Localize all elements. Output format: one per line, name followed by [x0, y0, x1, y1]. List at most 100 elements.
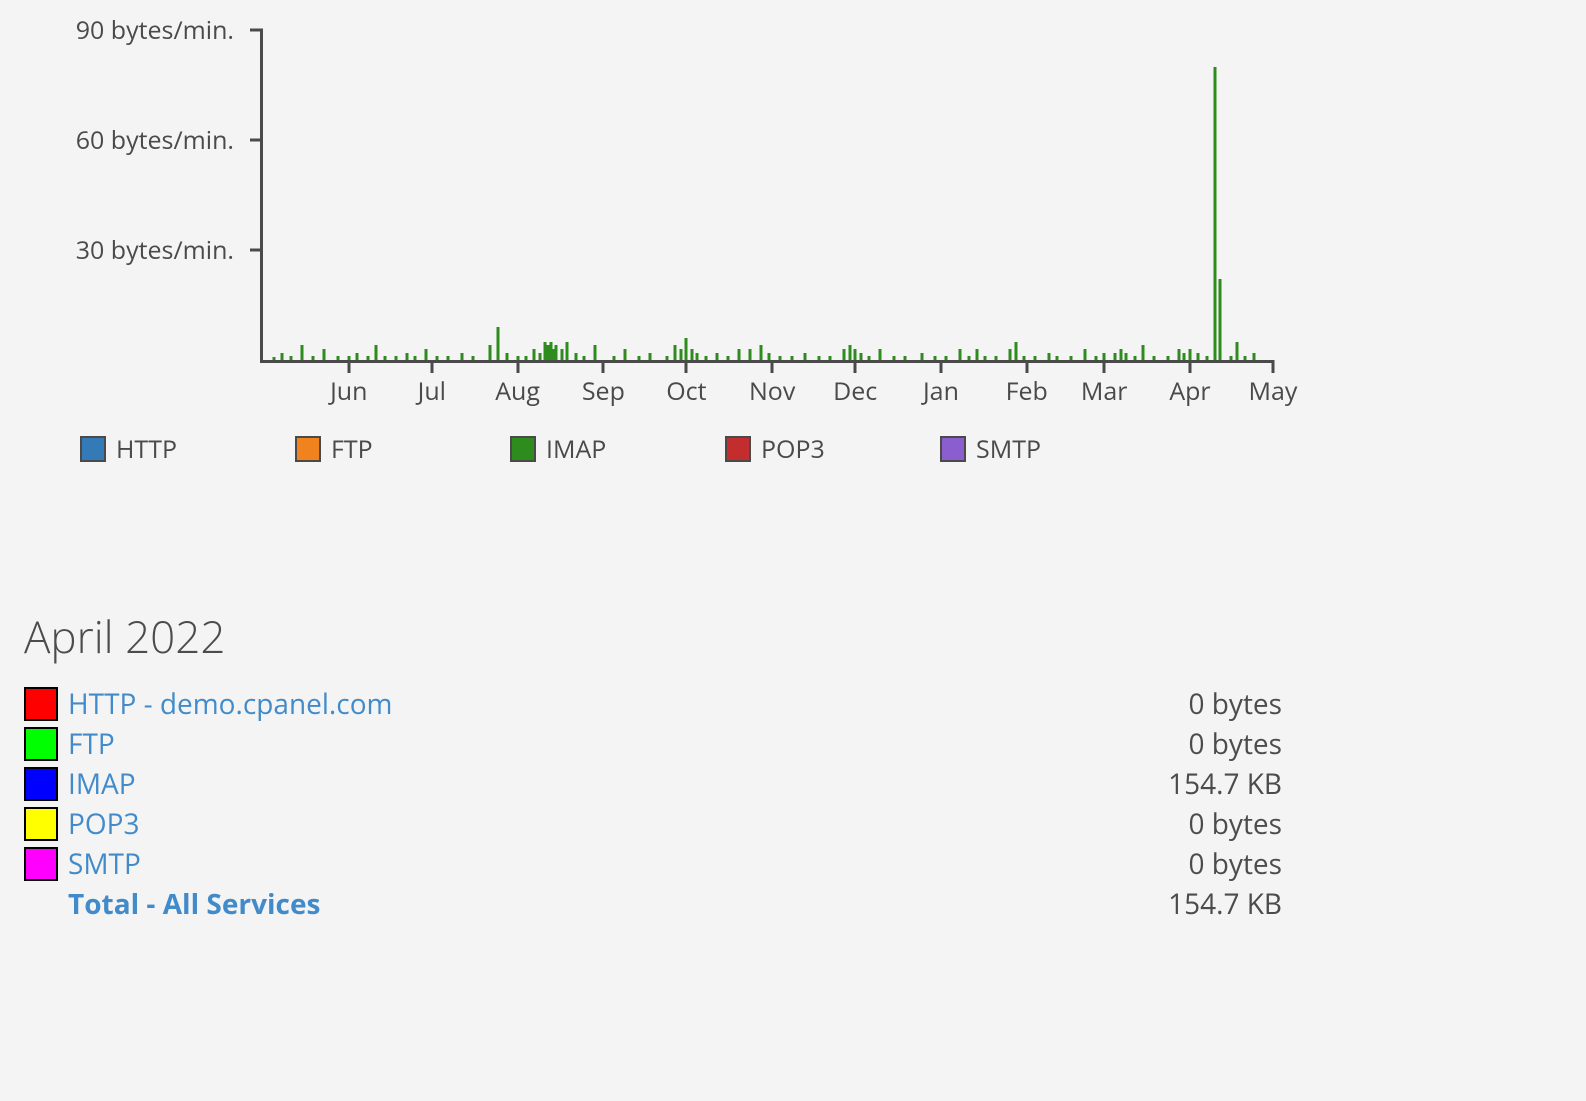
chart-bar: [524, 356, 527, 360]
service-value: 154.7 KB: [1168, 765, 1282, 803]
service-link[interactable]: POP3: [68, 805, 1189, 843]
chart-bar: [1141, 345, 1144, 360]
service-link[interactable]: IMAP: [68, 765, 1168, 803]
chart-bar: [1244, 356, 1247, 360]
chart-bar: [848, 345, 851, 360]
chart-bar: [383, 356, 386, 360]
chart-legend-item[interactable]: IMAP: [510, 432, 725, 466]
x-tick-mark: [602, 360, 605, 373]
service-swatch: [24, 807, 58, 841]
chart-bar: [920, 353, 923, 360]
chart-bar: [447, 356, 450, 360]
chart-bar: [843, 349, 846, 360]
chart-bar: [1125, 353, 1128, 360]
service-value: 0 bytes: [1189, 805, 1283, 843]
chart-bar: [322, 349, 325, 360]
chart-bar: [505, 353, 508, 360]
service-total-label[interactable]: Total - All Services: [68, 885, 1168, 923]
chart-bar: [1188, 349, 1191, 360]
chart-legend-item[interactable]: FTP: [295, 432, 510, 466]
bandwidth-chart: 30 bytes/min.60 bytes/min.90 bytes/min. …: [0, 0, 1586, 400]
chart-bar: [1183, 353, 1186, 360]
chart-bar: [488, 345, 491, 360]
chart-bar: [1094, 356, 1097, 360]
chart-bar: [1219, 279, 1222, 360]
service-value: 0 bytes: [1189, 685, 1283, 723]
chart-bar: [715, 353, 718, 360]
chart-bar: [1177, 349, 1180, 360]
x-tick-mark: [771, 360, 774, 373]
y-tick-mark: [250, 249, 263, 252]
service-link[interactable]: HTTP - demo.cpanel.com: [68, 685, 1189, 723]
y-tick-label: 30 bytes/min.: [76, 233, 234, 267]
service-link[interactable]: SMTP: [68, 845, 1189, 883]
chart-bar: [779, 356, 782, 360]
chart-bar: [934, 356, 937, 360]
chart-bar: [425, 349, 428, 360]
chart-bar: [1047, 353, 1050, 360]
chart-bar: [696, 353, 699, 360]
chart-bar: [649, 353, 652, 360]
x-tick-mark: [516, 360, 519, 373]
chart-bar: [1205, 356, 1208, 360]
page-root: 30 bytes/min.60 bytes/min.90 bytes/min. …: [0, 0, 1586, 924]
x-tick-label: May: [1249, 374, 1298, 408]
chart-bar: [1197, 353, 1200, 360]
chart-bar: [582, 356, 585, 360]
x-tick-label: Jan: [923, 374, 959, 408]
chart-bar: [613, 356, 616, 360]
x-tick-label: Sep: [582, 374, 625, 408]
chart-bar: [638, 356, 641, 360]
chart-bar: [790, 356, 793, 360]
x-tick-label: Mar: [1081, 374, 1128, 408]
chart-bar: [859, 353, 862, 360]
chart-bar: [975, 349, 978, 360]
chart-bar: [497, 327, 500, 360]
chart-bar: [768, 353, 771, 360]
chart-bar: [892, 356, 895, 360]
service-row: SMTP0 bytes: [24, 844, 1562, 884]
legend-swatch: [510, 436, 536, 462]
chart-bar: [1213, 67, 1216, 360]
chart-legend-item[interactable]: HTTP: [80, 432, 295, 466]
chart-bar: [679, 349, 682, 360]
service-value: 0 bytes: [1189, 725, 1283, 763]
x-tick-mark: [1272, 360, 1275, 373]
legend-label: HTTP: [116, 432, 177, 466]
chart-bar: [674, 345, 677, 360]
legend-label: IMAP: [546, 432, 606, 466]
chart-bar: [879, 349, 882, 360]
section-title: April 2022: [24, 606, 1586, 666]
x-tick-mark: [1025, 360, 1028, 373]
chart-bar: [1009, 349, 1012, 360]
x-tick-label: Oct: [666, 374, 706, 408]
chart-bar: [461, 353, 464, 360]
chart-bar: [281, 353, 284, 360]
chart-legend-item[interactable]: POP3: [725, 432, 940, 466]
chart-bar: [1014, 342, 1017, 360]
x-tick-mark: [685, 360, 688, 373]
chart-bar: [1133, 356, 1136, 360]
service-swatch: [24, 687, 58, 721]
chart-bar: [1103, 353, 1106, 360]
chart-legend-item[interactable]: SMTP: [940, 432, 1155, 466]
chart-bar: [560, 349, 563, 360]
service-swatch: [24, 767, 58, 801]
service-link[interactable]: FTP: [68, 725, 1189, 763]
chart-bar: [1022, 356, 1025, 360]
chart-bar: [685, 338, 688, 360]
chart-bar: [394, 356, 397, 360]
chart-bar: [273, 357, 276, 360]
x-tick-label: Jul: [418, 374, 446, 408]
service-row: IMAP154.7 KB: [24, 764, 1562, 804]
chart-bar: [336, 356, 339, 360]
x-tick-label: Dec: [833, 374, 877, 408]
chart-bar: [1252, 353, 1255, 360]
x-tick-label: Apr: [1169, 374, 1210, 408]
chart-bar: [1114, 353, 1117, 360]
chart-bar: [375, 345, 378, 360]
chart-bar: [737, 349, 740, 360]
legend-swatch: [725, 436, 751, 462]
chart-bar: [854, 349, 857, 360]
y-tick-mark: [250, 29, 263, 32]
